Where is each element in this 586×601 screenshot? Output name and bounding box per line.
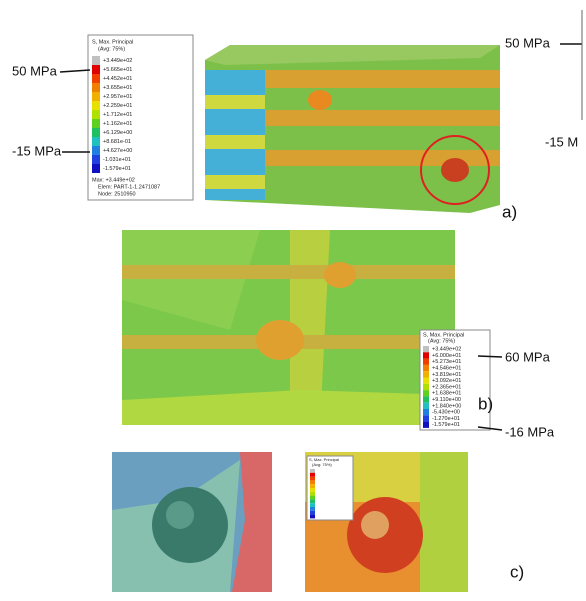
legend-swatch [92, 74, 100, 83]
legend-swatch [423, 396, 429, 402]
legend-swatch [310, 496, 315, 500]
legend-value: +4.452e+01 [103, 76, 132, 82]
legend-value: +4.546e+01 [432, 366, 461, 372]
legend-c-swatches [310, 469, 315, 518]
figure: S, Max. Principal (Avg: 75%) +3.449e+02+… [0, 0, 586, 596]
legend-swatch [92, 65, 100, 74]
legend-swatch [423, 352, 429, 358]
stress-label: 50 MPa [505, 35, 551, 50]
legend-value: +3.819e+01 [432, 372, 461, 378]
legend-swatch [92, 110, 100, 119]
legend-node: Node: 2510950 [98, 191, 136, 197]
legend-swatch [423, 403, 429, 409]
legend-value: +1.712e+01 [103, 112, 132, 118]
legend-title: S, Max. Principal [92, 39, 133, 45]
legend-swatch [92, 137, 100, 146]
legend-value: +3.092e+01 [432, 378, 461, 384]
arrow [60, 70, 90, 72]
legend-swatch [423, 359, 429, 365]
stress-label: 50 MPa [12, 63, 58, 78]
legend-elem: Elem: PART-1-1.2471087 [98, 184, 160, 190]
panel-label: c) [510, 562, 524, 581]
legend-value: -5.430e+00 [432, 410, 460, 416]
legend-value: +3.449e+02 [432, 347, 461, 353]
model-c-right [305, 452, 468, 592]
legend-value: +8.681e-01 [103, 139, 131, 145]
legend-value: -1.031e+01 [103, 157, 131, 163]
model-c-left [112, 452, 272, 592]
legend-value: +2.365e+01 [432, 384, 461, 390]
legend-swatch [423, 378, 429, 384]
panel-label: a) [502, 202, 517, 221]
legend-swatch [310, 499, 315, 503]
legend-swatch [310, 469, 315, 473]
stress-label: -16 MPa [505, 424, 555, 439]
legend-value: +5.665e+01 [103, 67, 132, 73]
legend-swatch [310, 515, 315, 519]
legend-value: +9.110e+00 [432, 397, 461, 403]
legend-value: +1.638e+01 [432, 391, 461, 397]
legend-swatch [310, 480, 315, 484]
legend-value: -1.579e+01 [432, 422, 460, 428]
legend-swatch [423, 365, 429, 371]
legend-value: +5.273e+01 [432, 359, 461, 365]
legend-swatch [423, 409, 429, 415]
legend-swatch [92, 92, 100, 101]
legend-swatch [92, 56, 100, 65]
legend-subtitle: (Avg: 75%) [312, 462, 332, 467]
legend-subtitle: (Avg: 75%) [98, 46, 125, 52]
legend-swatch [310, 507, 315, 511]
legend-swatch [310, 488, 315, 492]
legend-value: +1.840e+00 [432, 403, 461, 409]
legend-swatch [92, 164, 100, 173]
legend-value: +6.129e+00 [103, 130, 132, 136]
legend-value: +2.259e+01 [103, 103, 132, 109]
legend-value: +1.162e+01 [103, 121, 132, 127]
legend-swatch [423, 422, 429, 428]
legend-swatch [310, 492, 315, 496]
legend-value: +6.000e+01 [432, 353, 461, 359]
legend-subtitle: (Avg: 75%) [428, 338, 455, 344]
legend-swatch [423, 346, 429, 352]
legend-value: +3.449e+02 [103, 58, 132, 64]
legend-swatch [310, 503, 315, 507]
legend-max: Max: +3.449e+02 [92, 177, 135, 183]
stress-label: 60 MPa [505, 349, 551, 364]
legend-swatch [423, 415, 429, 421]
stress-label: -15 MPa [12, 143, 62, 158]
legend-value: +4.627e+00 [103, 148, 132, 154]
model-a [205, 45, 500, 213]
legend-swatch [92, 101, 100, 110]
arrow [478, 356, 502, 357]
legend-swatch [92, 155, 100, 164]
legend-swatch [92, 83, 100, 92]
legend-value: +3.655e+01 [103, 85, 132, 91]
model-b [122, 230, 455, 425]
legend-swatch [92, 128, 100, 137]
legend-value: -1.579e+01 [103, 166, 131, 172]
panel-label: b) [478, 394, 493, 413]
legend-value: +2.957e+01 [103, 94, 132, 100]
stress-label: -15 M [545, 134, 578, 149]
legend-swatch [310, 473, 315, 477]
legend-value: -1.270e+01 [432, 416, 460, 422]
legend-swatch [92, 146, 100, 155]
legend-swatch [423, 390, 429, 396]
legend-swatch [310, 511, 315, 515]
legend-swatch [423, 384, 429, 390]
legend-swatch [92, 119, 100, 128]
legend-swatch [310, 477, 315, 481]
legend-b-entries: +3.449e+02+6.000e+01+5.273e+01+4.546e+01… [423, 346, 461, 428]
legend-swatch [423, 371, 429, 377]
legend-swatch [310, 484, 315, 488]
